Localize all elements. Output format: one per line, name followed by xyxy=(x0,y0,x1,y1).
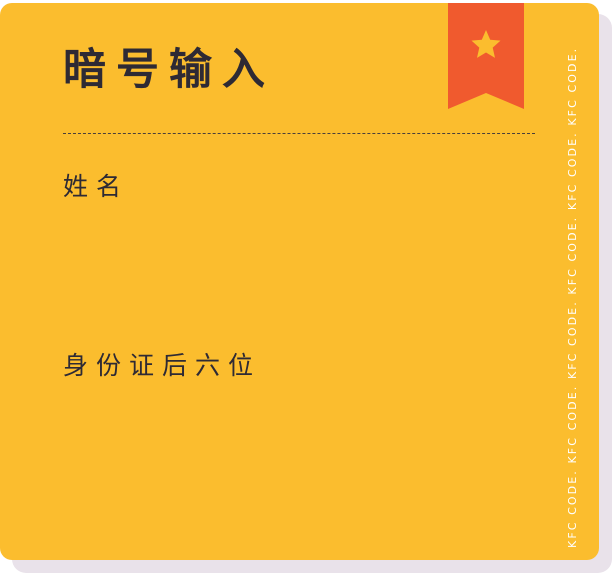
card-title: 暗号输入 xyxy=(63,45,275,95)
title-divider xyxy=(63,133,535,134)
name-label: 姓名 xyxy=(63,172,130,201)
star-icon xyxy=(471,30,501,58)
name-input[interactable] xyxy=(63,215,537,257)
id-last-six-label: 身份证后六位 xyxy=(63,351,262,380)
ribbon-shape xyxy=(448,3,524,109)
code-entry-card: 暗号输入 姓名 身份证后六位 KFC CODE. KFC CODE. KFC C… xyxy=(0,3,599,560)
id-last-six-input[interactable] xyxy=(63,394,537,436)
side-brand-text: KFC CODE. KFC CODE. KFC CODE. KFC CODE. … xyxy=(566,46,579,548)
bookmark-ribbon xyxy=(448,3,524,109)
